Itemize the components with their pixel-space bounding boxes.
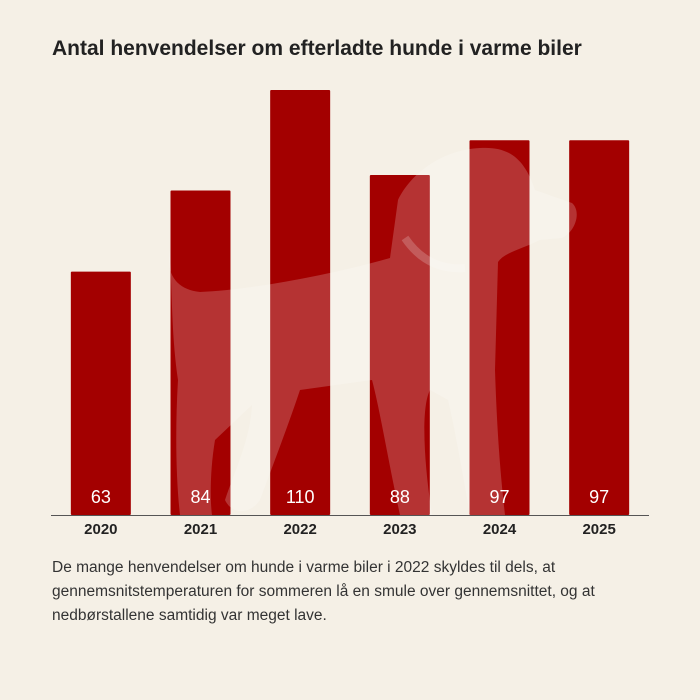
chart-title: Antal henvendelser om efterladte hunde i… xyxy=(52,37,582,60)
value-label: 84 xyxy=(190,487,210,507)
value-label: 88 xyxy=(390,487,410,507)
bars xyxy=(70,90,630,516)
chart-note: De mange henvendelser om hunde i varme b… xyxy=(52,559,595,624)
x-tick-label: 2021 xyxy=(184,521,217,538)
x-tick-label: 2022 xyxy=(283,521,316,538)
x-tick-label: 2025 xyxy=(582,521,615,538)
bar xyxy=(70,271,131,515)
x-tick-label: 2023 xyxy=(383,521,416,538)
bar xyxy=(270,90,331,515)
dog-silhouette xyxy=(168,147,577,515)
bar xyxy=(469,140,530,515)
bar xyxy=(569,140,630,515)
bar xyxy=(170,190,231,516)
dog-collar xyxy=(401,235,466,273)
x-tick-label: 2024 xyxy=(483,521,517,538)
value-label: 97 xyxy=(589,487,609,507)
bar xyxy=(369,175,430,515)
value-label: 110 xyxy=(286,487,315,507)
value-label: 63 xyxy=(91,487,111,507)
value-label: 97 xyxy=(489,487,509,507)
x-tick-label: 2020 xyxy=(84,521,117,538)
